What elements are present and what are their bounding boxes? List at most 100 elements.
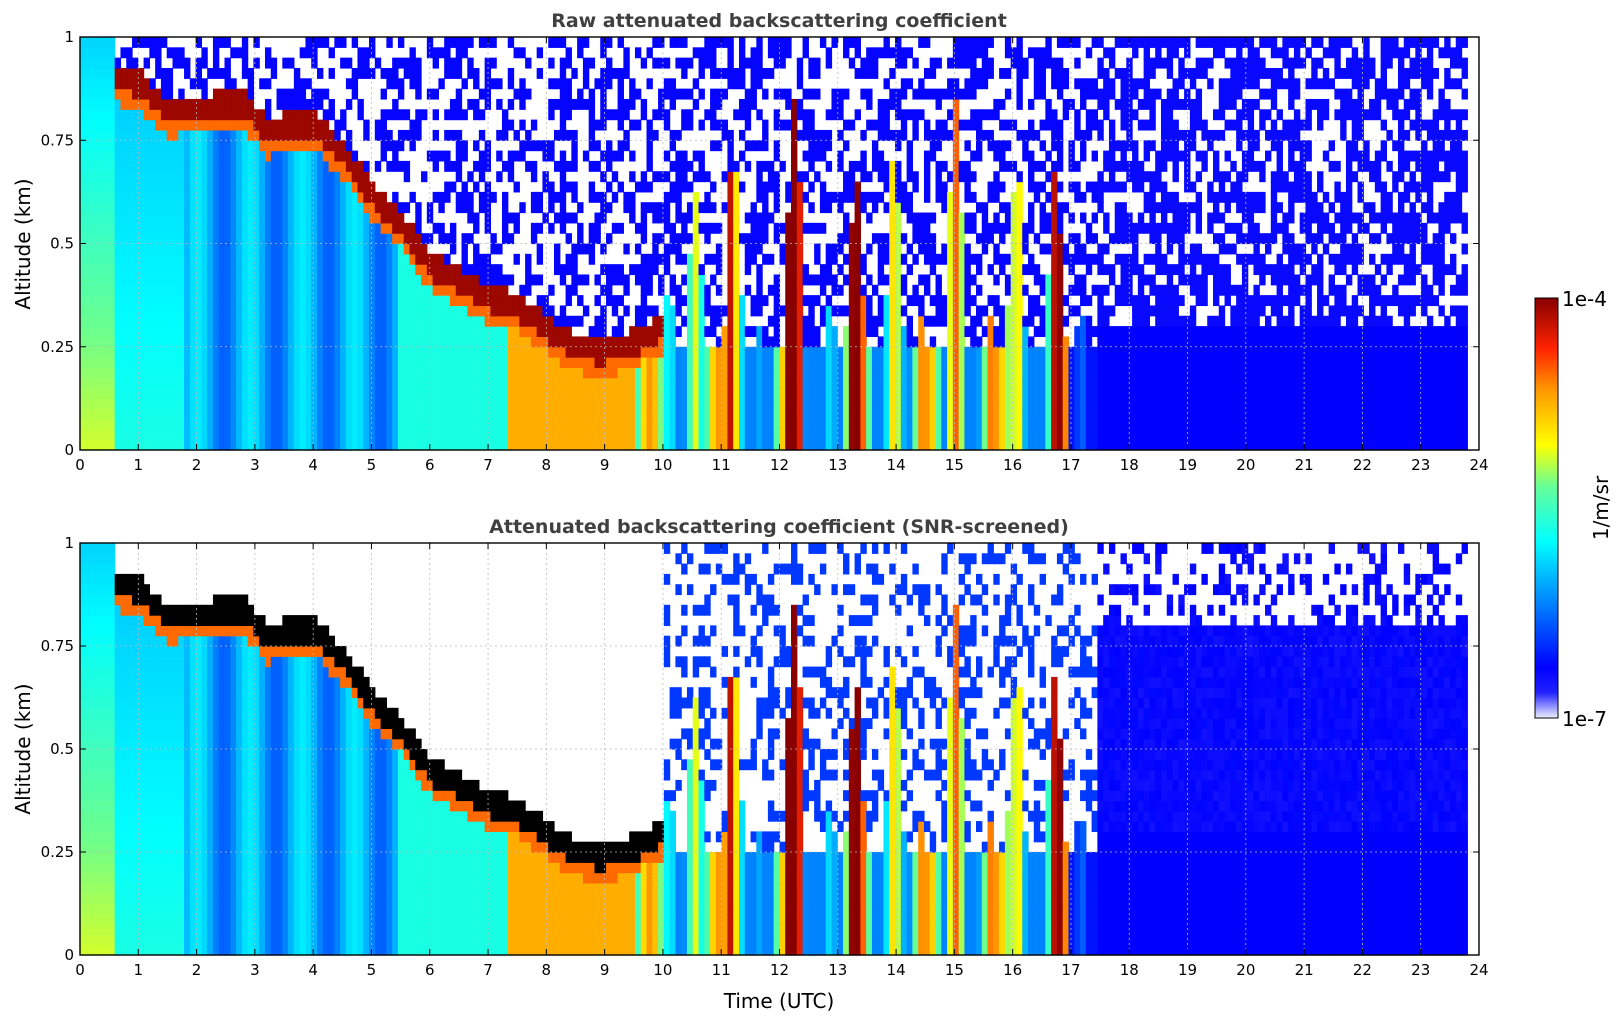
heatmap-cell — [438, 388, 445, 399]
heatmap-cell — [733, 388, 740, 399]
heatmap-cell — [906, 150, 913, 162]
heatmap-cell — [866, 295, 873, 307]
heatmap-cell — [640, 305, 648, 317]
heatmap-cell — [1039, 367, 1046, 379]
heatmap-cell — [796, 181, 804, 193]
heatmap-cell — [600, 171, 607, 183]
heatmap-cell — [120, 171, 127, 183]
heatmap-cell — [883, 171, 890, 183]
heatmap-cell — [727, 253, 734, 265]
heatmap-cell — [126, 212, 133, 224]
heatmap-cell — [513, 253, 520, 265]
heatmap-cell — [658, 346, 665, 358]
heatmap-cell — [808, 346, 815, 358]
heatmap-cell — [184, 181, 191, 193]
heatmap-cell — [91, 191, 98, 203]
heatmap-cell — [461, 191, 468, 203]
heatmap-cell — [565, 212, 572, 224]
heatmap-cell — [796, 284, 804, 296]
heatmap-cell — [889, 264, 896, 276]
heatmap-cell — [623, 419, 630, 430]
heatmap-cell — [212, 367, 220, 379]
heatmap-cell — [270, 367, 278, 379]
heatmap-cell — [103, 88, 110, 100]
heatmap-cell — [733, 408, 740, 420]
heatmap-cell — [756, 233, 763, 245]
heatmap-cell — [149, 191, 156, 203]
heatmap-cell — [340, 439, 347, 451]
heatmap-cell — [328, 253, 335, 265]
heatmap-cell — [224, 388, 231, 399]
heatmap-cell — [906, 202, 913, 214]
heatmap-cell — [478, 377, 486, 389]
heatmap-cell — [912, 212, 919, 224]
heatmap-cell — [270, 57, 278, 69]
heatmap-cell — [189, 367, 197, 379]
heatmap-cell — [149, 326, 156, 338]
heatmap-cell — [80, 429, 87, 441]
heatmap-cell — [478, 202, 486, 214]
heatmap-cell — [1039, 377, 1046, 389]
heatmap-cell — [877, 253, 885, 265]
heatmap-cell — [559, 367, 567, 379]
heatmap-cell — [1016, 171, 1023, 183]
heatmap-cell — [900, 202, 908, 214]
heatmap-cell — [559, 88, 567, 100]
heatmap-cell — [351, 367, 359, 379]
heatmap-cell — [195, 388, 202, 399]
heatmap-cell — [814, 388, 821, 399]
heatmap-cell — [571, 315, 578, 327]
heatmap-cell — [594, 439, 601, 451]
heatmap-cell — [85, 171, 93, 183]
heatmap-cell — [565, 98, 572, 110]
heatmap-cell — [600, 367, 607, 379]
heatmap-cell — [785, 284, 792, 296]
heatmap-cell — [461, 419, 468, 430]
heatmap-cell — [727, 429, 734, 441]
heatmap-cell — [785, 37, 792, 48]
heatmap-cell — [883, 439, 890, 451]
heatmap-cell — [496, 171, 503, 183]
heatmap-cell — [311, 171, 318, 183]
heatmap-cell — [85, 150, 93, 162]
heatmap-cell — [444, 326, 451, 338]
heatmap-cell — [195, 98, 202, 110]
heatmap-cell — [212, 181, 220, 193]
heatmap-cell — [848, 367, 856, 379]
heatmap-cell — [860, 264, 867, 276]
heatmap-cell — [548, 305, 555, 317]
heatmap-cell — [1028, 119, 1035, 131]
heatmap-cell — [611, 305, 619, 317]
heatmap-cell — [756, 140, 763, 152]
heatmap-cell — [571, 181, 578, 193]
heatmap-cell — [854, 388, 861, 399]
heatmap-cell — [744, 408, 752, 420]
heatmap-cell — [871, 160, 879, 172]
heatmap-cell — [935, 253, 942, 265]
heatmap-cell — [426, 284, 434, 296]
heatmap-cell — [293, 150, 301, 162]
heatmap-cell — [351, 37, 359, 48]
heatmap-cell — [791, 233, 798, 245]
heatmap-cell — [305, 109, 312, 121]
heatmap-cell — [686, 264, 694, 276]
heatmap-cell — [85, 346, 93, 358]
heatmap-cell — [952, 171, 960, 183]
heatmap-cell — [675, 160, 682, 172]
heatmap-cell — [218, 398, 226, 410]
heatmap-cell — [270, 140, 278, 152]
heatmap-cell — [669, 429, 676, 441]
heatmap-cell — [184, 305, 191, 317]
heatmap-cell — [236, 419, 243, 430]
heatmap-cell — [860, 336, 867, 348]
heatmap-cell — [392, 284, 399, 296]
heatmap-cell — [253, 295, 260, 307]
heatmap-cell — [646, 119, 653, 131]
heatmap-cell — [727, 47, 734, 59]
heatmap-cell — [559, 336, 567, 348]
heatmap-cell — [432, 264, 439, 276]
heatmap-cell — [837, 284, 844, 296]
heatmap-cell — [392, 264, 399, 276]
heatmap-cell — [889, 315, 896, 327]
heatmap-cell — [929, 233, 937, 245]
